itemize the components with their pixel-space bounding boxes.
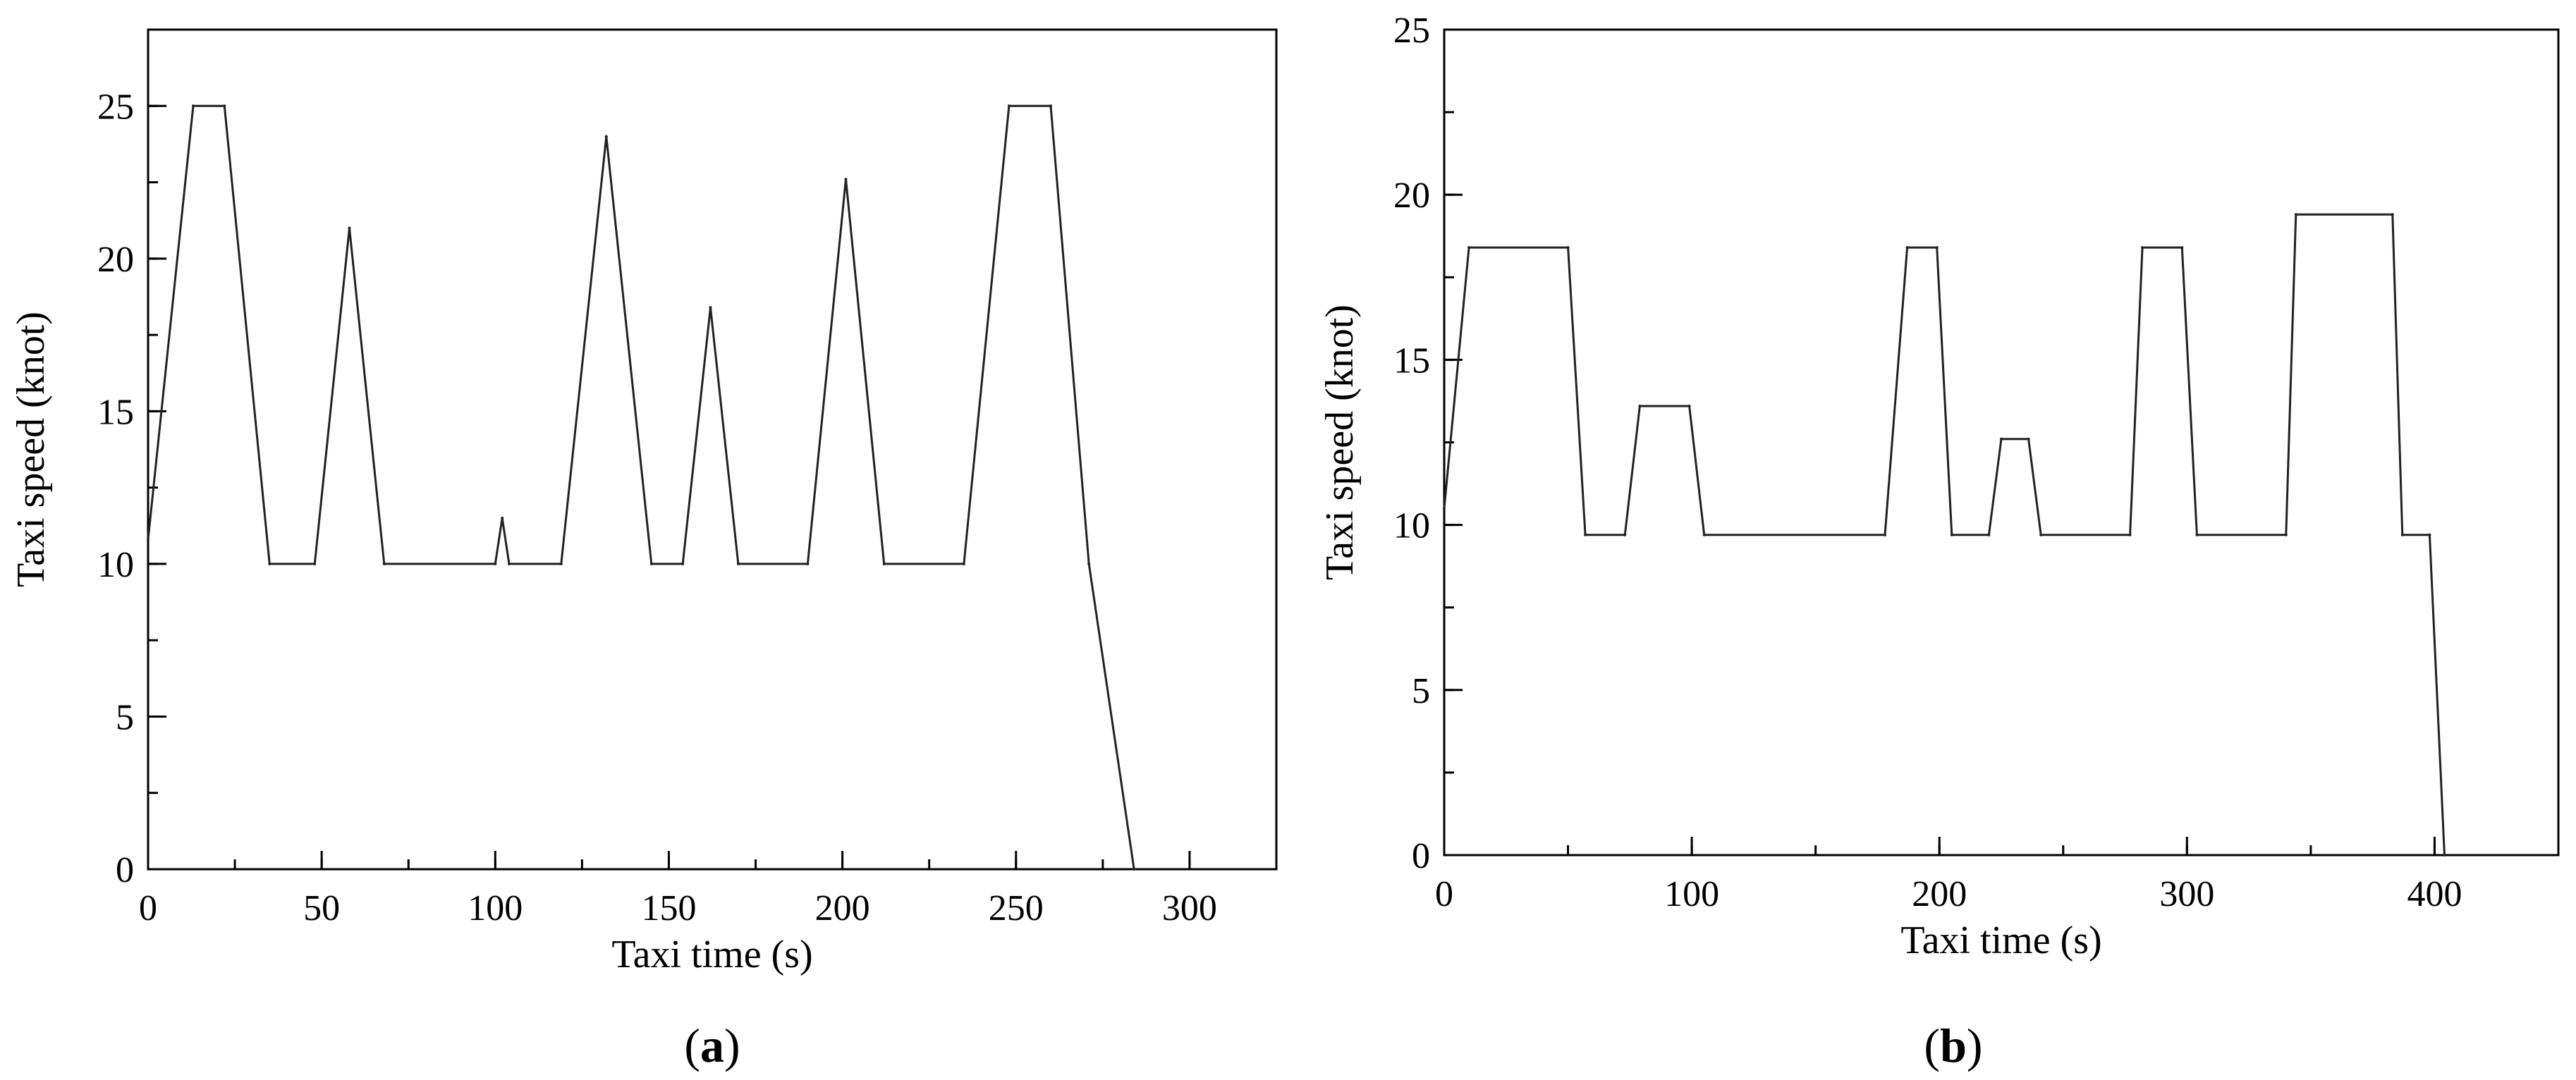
data-point [1584,533,1587,536]
data-point [604,135,608,138]
data-point [844,178,848,181]
y-tick-label: 5 [116,697,134,737]
data-point [382,562,386,565]
data-point [1905,246,1909,250]
series-line [147,104,1135,870]
y-tick-label: 20 [97,240,134,280]
data-point [1087,562,1091,565]
data-point [1049,104,1052,108]
y-tick-label: 10 [1393,506,1430,546]
caption-letter: a [700,1019,724,1072]
y-tick-label: 20 [1393,176,1430,216]
x-tick-label: 200 [815,888,870,928]
data-point [1443,507,1446,510]
caption-close: ) [724,1019,740,1072]
data-point [681,562,685,565]
caption-open: ( [1924,1019,1940,1072]
data-point [1467,246,1471,250]
y-tick-label: 10 [97,545,134,585]
x-tick-label: 300 [2159,874,2214,914]
panel-caption: (a) [684,1019,740,1072]
x-tick-label: 50 [303,888,340,928]
data-point [1566,246,1570,250]
data-point [348,226,351,230]
data-point [2443,854,2446,857]
data-point [1623,533,1627,536]
data-point [192,104,195,108]
x-tick-label: 100 [1664,874,1719,914]
x-tick-label: 100 [468,888,523,928]
plot-frame [147,28,1278,871]
data-point [962,562,965,565]
caption-letter: b [1940,1019,1967,1072]
data-point [2000,437,2003,441]
data-point [649,562,653,565]
data-point [736,562,740,565]
x-tick-label: 400 [2407,874,2462,914]
y-tick-label: 25 [97,87,134,127]
data-point [559,562,563,565]
data-point [2400,533,2404,536]
data-point [1133,868,1136,871]
data-point [1935,246,1939,250]
data-point [1007,104,1011,108]
x-tick-label: 300 [1162,888,1217,928]
data-point [1987,533,1991,536]
x-tick-label: 0 [1435,874,1453,914]
data-point [313,562,317,565]
data-point [2039,533,2043,536]
chart-a: 0 50 100 150 200 250 300 0 5 10 15 20 25 Taxi time (s… [9,28,1278,1072]
y-axis-title: Taxi speed (knot) [9,312,53,587]
x-axis-title: Taxi time (s) [611,933,812,976]
y-tick-label: 5 [1412,671,1430,711]
data-point [2428,533,2431,536]
series-line [1443,213,2446,856]
y-tick-label: 25 [1393,11,1430,51]
data-point [1638,405,1642,407]
data-point [882,562,886,565]
chart-b: 0 100 200 300 400 0 5 10 15 20 25 Taxi time (s) Taxi… [1318,11,2560,1072]
data-point [806,562,810,565]
data-point [2391,213,2394,216]
data-point [2294,213,2297,216]
data-point [2195,533,2199,536]
x-axis-title: Taxi time (s) [1900,919,2101,962]
data-point [268,562,271,565]
data-point [2128,533,2132,536]
x-tick-label: 200 [1912,874,1967,914]
data-point [2141,246,2144,250]
caption-close: ) [1967,1019,1983,1072]
data-point [709,306,712,309]
data-point [2027,437,2030,441]
y-tick-label: 15 [97,392,134,432]
data-point [1687,405,1691,407]
data-point [147,538,149,541]
caption-open: ( [684,1019,700,1072]
data-point [508,562,511,565]
y-axis-title: Taxi speed (knot) [1318,305,1362,580]
panel-caption: (b) [1924,1019,1982,1072]
data-point [501,516,504,520]
y-tick-label: 15 [1393,340,1430,381]
data-point [2284,533,2288,536]
x-tick-label: 250 [989,888,1044,928]
data-point [1950,533,1953,536]
data-point [2180,246,2184,250]
x-tick-label: 150 [641,888,696,928]
data-point [1702,533,1706,536]
data-point [1884,533,1886,536]
y-tick-label: 0 [1412,836,1430,876]
x-tick-label: 0 [139,888,157,928]
data-point [494,562,497,565]
y-tick-label: 0 [116,850,134,890]
data-point [223,104,226,108]
